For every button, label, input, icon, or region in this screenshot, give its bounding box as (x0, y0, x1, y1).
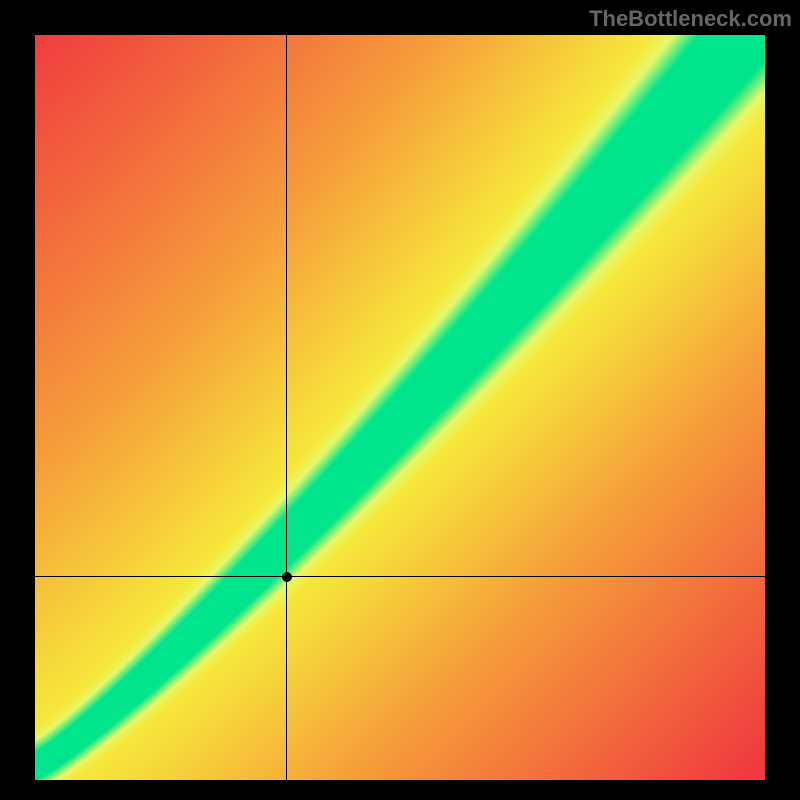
crosshair-horizontal (35, 576, 765, 577)
watermark-text: TheBottleneck.com (589, 6, 792, 32)
crosshair-marker (282, 572, 292, 582)
crosshair-vertical (286, 35, 287, 780)
bottleneck-heatmap-canvas (35, 35, 765, 780)
